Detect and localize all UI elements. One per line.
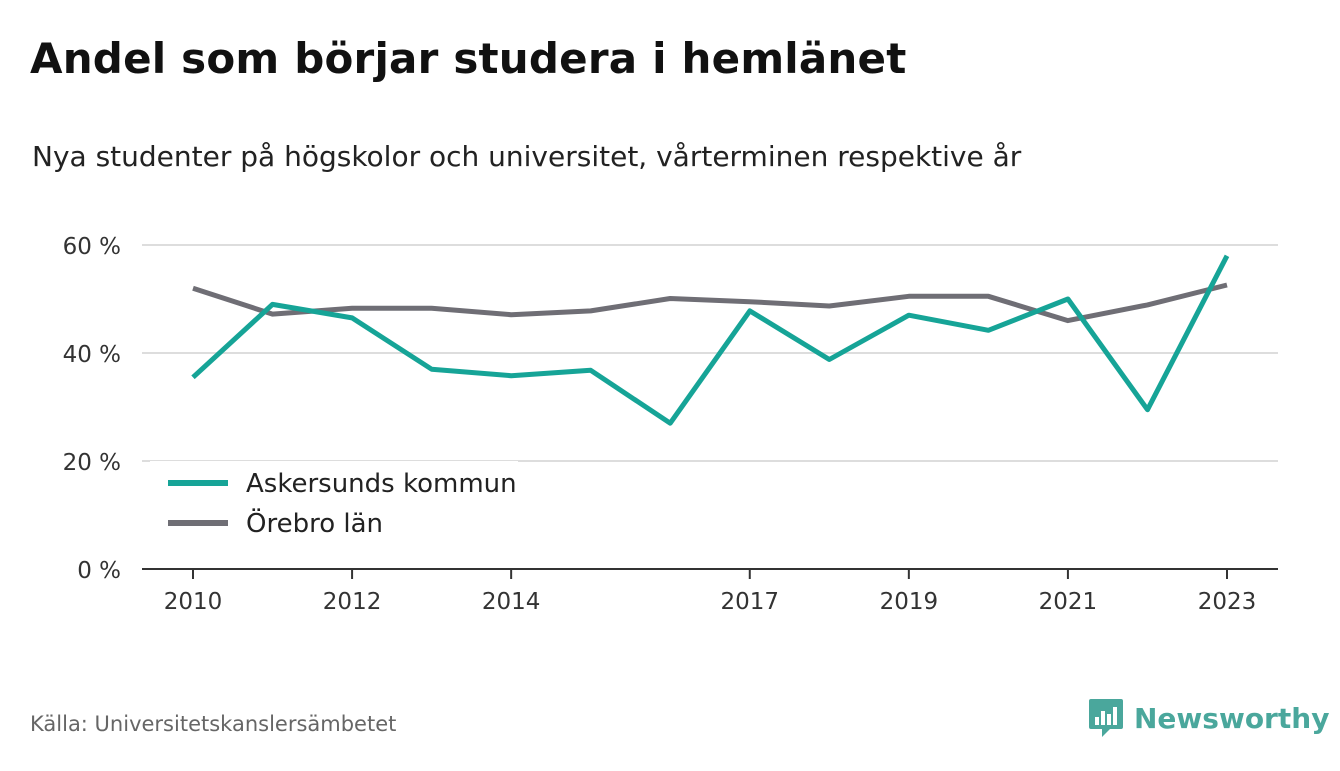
y-tick-label: 0 % [77,558,121,584]
x-tick-label: 2010 [164,589,223,615]
chart-title: Andel som börjar studera i hemlänet [30,34,907,83]
chart-subtitle: Nya studenter på högskolor och universit… [32,140,1022,173]
x-tick-label: 2017 [720,589,779,615]
source-note: Källa: Universitetskanslersämbetet [30,712,397,736]
brand: Newsworthy [1088,697,1329,739]
y-tick-label: 20 % [63,450,121,476]
x-tick-label: 2014 [482,589,541,615]
legend-label: Örebro län [246,507,383,539]
series-line-2 [192,282,1228,324]
x-tick-label: 2019 [880,589,939,615]
newsworthy-logo-icon [1089,699,1123,737]
brand-name: Newsworthy [1134,701,1330,735]
legend-label: Askersunds kommun [246,469,517,499]
x-tick-label: 2021 [1039,589,1098,615]
series-line-1 [191,254,1230,426]
legend-background [150,461,518,549]
y-tick-label: 40 % [63,342,121,368]
x-tick-label: 2012 [323,589,382,615]
x-tick-label: 2023 [1198,589,1257,615]
y-tick-label: 60 % [63,234,121,260]
